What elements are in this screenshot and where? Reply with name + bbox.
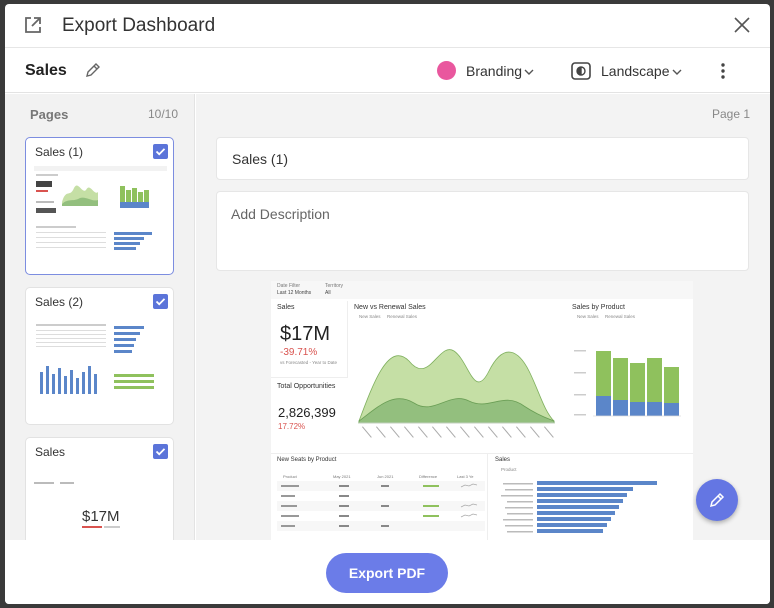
export-pdf-button[interactable]: Export PDF (326, 553, 448, 593)
description-input[interactable]: Add Description (216, 191, 749, 271)
preview-area-chart (358, 349, 555, 438)
preview-legend-item: Renewal Sales (387, 314, 418, 319)
external-link-icon (25, 17, 41, 33)
preview-chart-title: Sales by Product (572, 304, 625, 311)
preview-legend-item: Renewal Sales (605, 314, 636, 319)
export-dialog: Export Dashboard Sales Branding Landscap… (5, 4, 770, 604)
page-checkbox[interactable] (153, 144, 168, 159)
pencil-icon (709, 492, 725, 508)
chevron-down-icon[interactable] (524, 69, 534, 75)
filter-bar-thumbnail (34, 482, 74, 484)
description-placeholder: Add Description (231, 206, 330, 222)
preview-filter-value: All (325, 290, 331, 296)
page-thumbnail-label: Sales (1) (35, 145, 84, 159)
thumbnail-kpi-value: $17M (82, 508, 120, 525)
dialog-header: Export Dashboard (5, 4, 770, 48)
page-checkbox[interactable] (153, 294, 168, 309)
orientation-dropdown[interactable]: Landscape (601, 63, 670, 79)
preview-legend-item: Product (501, 467, 517, 472)
preview-table-header: Difference (419, 474, 438, 479)
check-icon (155, 448, 166, 456)
page-preview-thumbnail (34, 166, 167, 250)
preview-kpi-change: 17.72% (278, 422, 306, 431)
check-icon (155, 298, 166, 306)
pages-sidebar: Pages 10/10 Sales (1) Sales ( (5, 94, 195, 540)
preview-kpi-note: vs Forecasted - Year to Date (280, 360, 338, 365)
preview-filter-bar (271, 281, 693, 299)
page-number: Page 1 (712, 107, 751, 121)
page-thumbnail[interactable]: Sales (2) (25, 287, 174, 425)
landscape-icon (571, 62, 591, 80)
options-toolbar: Sales Branding Landscape (5, 49, 770, 93)
preview-chart-title: New vs Renewal Sales (354, 304, 426, 311)
page-thumbnail-label: Sales (35, 445, 66, 459)
page-thumbnail-label: Sales (2) (35, 295, 84, 309)
preview-kpi-change: -39.71% (280, 347, 318, 358)
preview-table-title: New Seats by Product (277, 457, 337, 463)
preview-horizontal-bar-chart (501, 481, 657, 533)
preview-table-header: Jun 2021 (377, 474, 394, 479)
preview-kpi-title: Total Opportunities (277, 383, 336, 390)
preview-table-header: Product (283, 474, 297, 479)
page-editor: Page 1 Sales (1) Add Description Date Fi… (196, 94, 770, 540)
branding-dropdown[interactable]: Branding (466, 63, 523, 79)
page-thumbnail[interactable]: Sales (1) (25, 137, 174, 275)
chevron-down-icon[interactable] (672, 69, 682, 75)
preview-divider (271, 453, 693, 454)
pages-title: Pages (30, 107, 69, 122)
check-icon (155, 148, 166, 156)
edit-name-icon[interactable] (84, 61, 102, 79)
more-options-icon[interactable] (720, 62, 726, 80)
preview-divider (487, 453, 488, 540)
preview-filter-label: Date Filter (277, 283, 301, 289)
dialog-footer: Export PDF (5, 540, 770, 604)
preview-filter-value: Last 12 Months (277, 290, 312, 296)
preview-kpi-title: Sales (277, 304, 295, 311)
preview-table (277, 481, 485, 531)
pages-count: 10/10 (148, 107, 179, 121)
preview-kpi-value: 2,826,399 (278, 405, 336, 420)
page-title-input[interactable]: Sales (1) (216, 137, 749, 180)
dialog-title: Export Dashboard (62, 15, 216, 36)
branding-color-swatch[interactable] (437, 61, 456, 80)
close-icon[interactable] (733, 16, 751, 34)
dashboard-preview: Date Filter Last 12 Months Territory All… (271, 281, 693, 540)
edit-page-button[interactable] (696, 479, 738, 521)
preview-stacked-bar-chart (574, 350, 681, 417)
page-checkbox[interactable] (153, 444, 168, 459)
dashboard-name: Sales (25, 62, 67, 79)
thumbnail-kpi-change (82, 526, 120, 528)
page-thumbnail[interactable]: Sales $17M (25, 437, 174, 540)
preview-legend-item: New Sales (359, 314, 381, 319)
preview-chart-title: Sales (495, 457, 511, 463)
page-title-value: Sales (1) (232, 151, 289, 167)
preview-filter-label: Territory (325, 283, 344, 289)
page-preview-thumbnail (36, 324, 154, 394)
preview-legend-item: New Sales (577, 314, 599, 319)
preview-kpi-card (271, 301, 348, 378)
preview-table-header: May 2021 (333, 474, 351, 479)
preview-kpi-value: $17M (280, 323, 331, 345)
preview-table-header: Last 3 Ye (457, 474, 474, 479)
